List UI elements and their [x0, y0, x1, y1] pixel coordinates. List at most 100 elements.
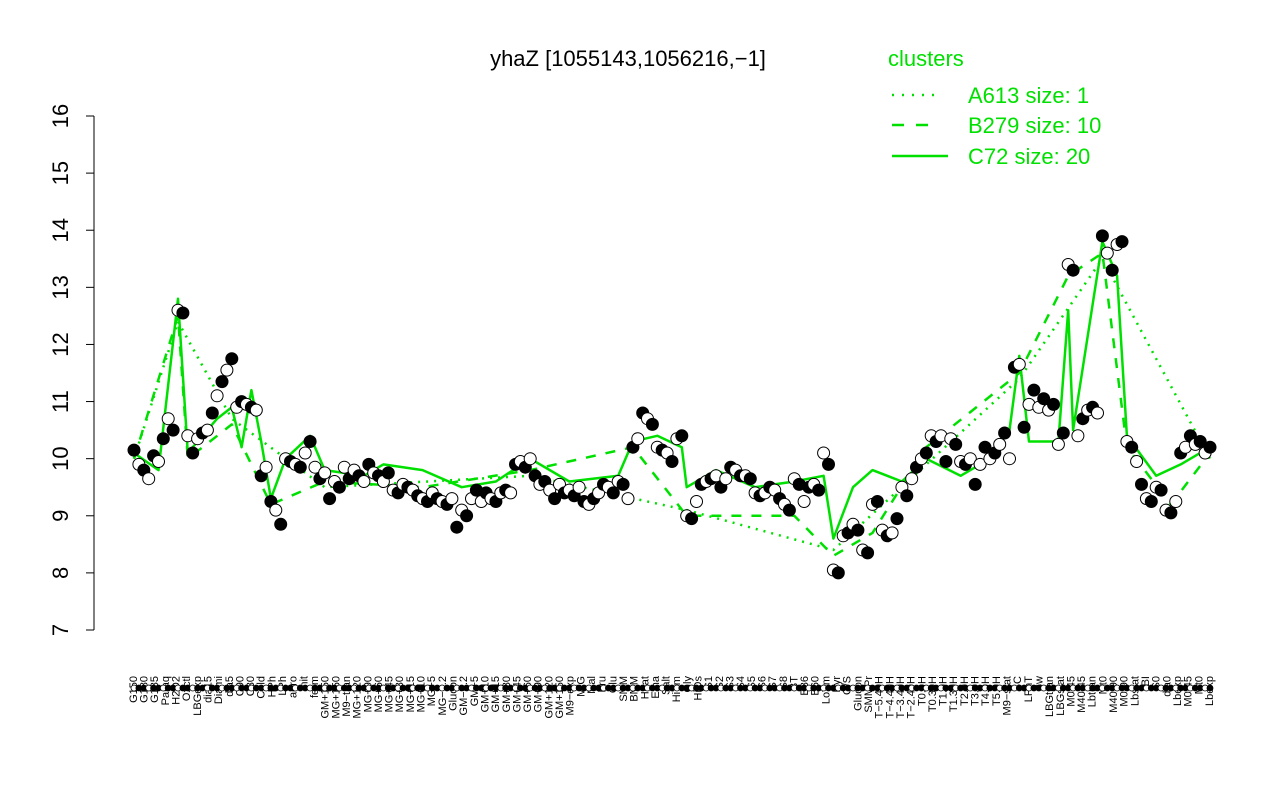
data-point — [1154, 483, 1168, 497]
data-point — [572, 480, 586, 494]
data-point — [919, 446, 933, 460]
data-point — [215, 375, 229, 389]
data-point — [812, 483, 826, 497]
x-tick-label: Lbtran — [1087, 676, 1099, 707]
data-point — [978, 440, 992, 454]
y-tick-label: 8 — [48, 567, 73, 579]
data-point — [357, 475, 371, 488]
data-point — [225, 352, 239, 366]
data-point — [905, 472, 919, 486]
data-point — [460, 509, 474, 523]
x-tick-label: T1.0H — [938, 676, 950, 706]
data-point — [1027, 383, 1041, 397]
y-tick-label: 7 — [48, 624, 73, 636]
x-tick-label: Lbexp — [1172, 676, 1184, 706]
data-point — [269, 503, 283, 517]
data-point — [1017, 420, 1031, 434]
data-point — [817, 446, 831, 460]
data-point — [200, 423, 214, 437]
data-point — [631, 432, 645, 446]
x-tick-label: BI — [1140, 676, 1152, 686]
data-point — [1203, 440, 1217, 454]
data-point — [861, 546, 875, 560]
data-point — [210, 389, 224, 403]
data-point — [1100, 246, 1114, 260]
data-point — [782, 503, 796, 517]
data-point — [152, 455, 165, 468]
data-point — [870, 495, 884, 508]
data-point — [1091, 406, 1104, 420]
data-point — [166, 423, 180, 437]
data-point — [1071, 429, 1085, 443]
data-point — [127, 443, 141, 457]
legend-entry-a613: A613 size: 1 — [968, 83, 1089, 108]
x-tick-label: BC — [1012, 676, 1024, 691]
legend: clusters A613 size: 1 B279 size: 10 C72 … — [888, 46, 1101, 169]
data-point — [998, 426, 1012, 440]
data-point — [1051, 437, 1065, 451]
data-point — [176, 306, 190, 320]
data-point — [259, 460, 273, 474]
data-point — [675, 429, 689, 443]
data-point — [445, 492, 459, 506]
chart-title: yhaZ [1055143,1056216,−1] — [490, 46, 766, 71]
y-tick-label: 12 — [48, 332, 73, 356]
data-point — [303, 435, 317, 448]
data-point — [450, 520, 464, 534]
data-point — [1095, 229, 1109, 243]
x-axis-rug — [130, 684, 1214, 692]
data-point — [249, 403, 263, 417]
x-tick-label: T5.0H — [991, 676, 1003, 706]
y-tick-label: 15 — [48, 161, 73, 185]
y-tick-label: 14 — [48, 218, 73, 242]
data-point — [381, 466, 395, 480]
data-point — [665, 455, 679, 468]
y-tick-label: 13 — [48, 275, 73, 299]
data-point — [1169, 495, 1183, 508]
y-tick-label: 16 — [48, 104, 73, 128]
data-point — [851, 523, 865, 537]
data-point — [318, 466, 332, 480]
data-point — [1193, 435, 1207, 448]
data-point — [186, 446, 200, 460]
data-point — [1164, 506, 1178, 520]
y-tick-label: 11 — [48, 390, 73, 413]
data-point — [1130, 455, 1144, 468]
x-tick-label: M0t45 — [1183, 676, 1195, 707]
rug-mark — [1206, 684, 1214, 692]
y-tick-label: 10 — [48, 446, 73, 470]
data-point — [885, 526, 899, 540]
data-point — [1115, 235, 1129, 249]
data-point — [621, 492, 635, 506]
data-point — [1105, 263, 1119, 277]
data-point — [743, 472, 757, 486]
data-point — [323, 492, 337, 506]
data-point — [973, 457, 987, 471]
data-point — [822, 457, 835, 471]
data-point — [685, 512, 699, 526]
data-point — [939, 455, 953, 468]
data-point — [1144, 495, 1158, 508]
data-point — [1047, 397, 1060, 411]
x-tick-label: nit — [298, 676, 310, 688]
y-axis-ticks: 7 8 9 10 11 12 13 14 15 16 — [48, 104, 94, 636]
x-tick-label: M0t90 — [1119, 676, 1131, 707]
x-axis-labels: G150G180G135ParaqH2O2OxctlLBGexpdia15Dia… — [128, 675, 1216, 718]
data-point — [156, 432, 170, 446]
data-point — [1056, 426, 1070, 440]
x-tick-label: Glucon — [852, 676, 864, 711]
data-point — [523, 452, 537, 466]
data-point — [690, 495, 703, 508]
data-point — [645, 417, 659, 431]
legend-entry-c72: C72 size: 20 — [968, 144, 1090, 169]
data-point — [548, 492, 562, 506]
data-point — [1135, 477, 1148, 491]
data-points — [127, 229, 1217, 580]
data-point — [308, 460, 322, 474]
series-line-solid — [133, 240, 1211, 540]
data-point — [205, 406, 219, 420]
x-tick-label: GM+5 — [469, 676, 481, 706]
data-point — [1037, 392, 1051, 406]
data-point — [504, 486, 518, 500]
